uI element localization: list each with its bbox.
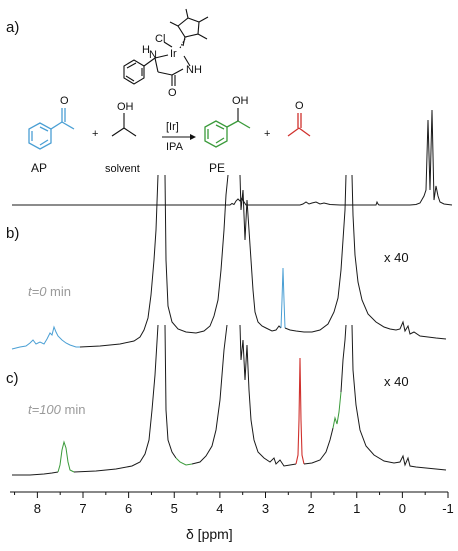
plus-2: + [264, 128, 270, 140]
spectrum-a-trace [12, 109, 453, 206]
x-axis-tick-label: 6 [125, 501, 132, 516]
catalyst-label: [Ir] [166, 121, 179, 133]
panel-label-c: c) [6, 370, 19, 387]
plus-1: + [92, 128, 98, 140]
spectrum-b-time-label: t=0 min [28, 284, 71, 299]
phenylethanol-oh: OH [232, 95, 249, 107]
catalyst-ir: Ir [170, 48, 177, 60]
panel-label-b: b) [6, 225, 19, 242]
solvent-oh: OH [117, 101, 134, 113]
acetophenone-o: O [60, 95, 69, 107]
spectrum-c-black-tail [340, 324, 447, 471]
x-axis-tick-label: 1 [353, 501, 360, 516]
spectrum-c-black-baseline [12, 471, 59, 476]
spectrum-c-time-label: t=100 min [28, 402, 85, 417]
spectrum-c-green-ch3 [332, 391, 342, 429]
spectrum-b-scale-label: x 40 [384, 250, 409, 265]
spectrum-c-scale-label: x 40 [384, 374, 409, 389]
x-axis-tick-label: 5 [171, 501, 178, 516]
acetone-o: O [295, 100, 304, 112]
spectrum-b [11, 174, 447, 350]
x-axis-tick-label: 3 [262, 501, 269, 516]
spectrum-c [12, 324, 447, 476]
catalyst-cl: Cl [155, 33, 165, 45]
x-axis-tick-label: 4 [216, 501, 223, 516]
spectrum-b-black-trace [79, 174, 282, 348]
panel-label-a: a) [6, 19, 19, 36]
x-axis-tick-label: 0 [399, 501, 406, 516]
spectrum-c-black-mid2 [191, 324, 297, 467]
spectrum-b-black-tail [284, 174, 447, 340]
spectrum-c-green-aromatic [57, 440, 75, 473]
spectrum-c-black-mid [73, 324, 177, 473]
x-axis-tick-label: 7 [79, 501, 86, 516]
solvent-label: solvent [105, 163, 140, 175]
solvent-structure [111, 113, 137, 137]
x-axis-tick-label: -1 [442, 501, 454, 516]
x-axis-tick-labels: 8 7 6 5 4 3 2 1 0 -1 [34, 501, 454, 516]
spectrum-c-green-ch [175, 457, 193, 466]
catalyst-structure [123, 8, 209, 86]
acetophenone-structure [28, 108, 75, 150]
catalyst-n: N [149, 49, 157, 61]
condition-label: IPA [166, 141, 184, 153]
x-axis-ticks [14, 492, 449, 498]
spectrum-b-blue-aromatic [11, 325, 80, 350]
catalyst-h: H [142, 44, 150, 56]
reaction-arrow-head [190, 134, 196, 140]
acetone-structure [287, 113, 311, 137]
x-axis-tick-label: 2 [308, 501, 315, 516]
acetophenone-label: AP [31, 161, 47, 175]
catalyst-o: O [168, 87, 177, 99]
catalyst-nh: NH [186, 64, 202, 76]
phenylethanol-structure [204, 120, 251, 148]
x-axis-title: δ [ppm] [186, 526, 233, 542]
spectrum-b-blue-acetophenone-ch3 [280, 267, 286, 329]
spectrum-c-black-right [303, 427, 334, 465]
phenylethanol-label: PE [209, 161, 225, 175]
spectrum-c-red-acetone [295, 357, 305, 465]
x-axis-tick-label: 8 [34, 501, 41, 516]
